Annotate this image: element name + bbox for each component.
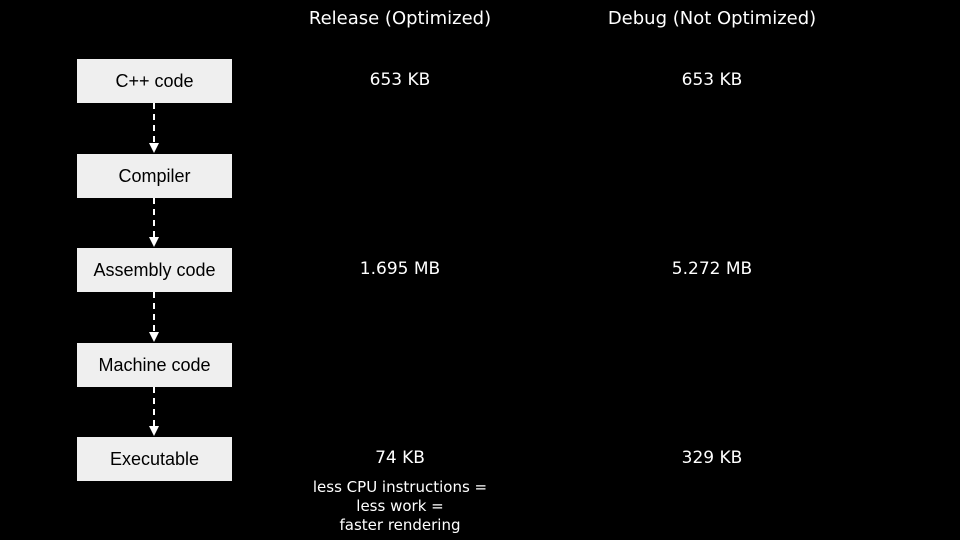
arrow-cpp-to-compiler [149, 103, 159, 153]
release-column-header: Release (Optimized) [308, 8, 492, 29]
debug-size-cpp-code: 653 KB [681, 70, 743, 90]
release-size-executable: 74 KB [375, 448, 425, 468]
stage-label: Executable [109, 448, 200, 469]
stage-compiler: Compiler [77, 154, 232, 198]
release-note: less CPU instructions = less work = fast… [280, 478, 520, 535]
note-line-1: less CPU instructions = [312, 478, 488, 496]
arrow-assembly-to-machine [149, 292, 159, 342]
release-size-assembly-code: 1.695 MB [359, 259, 441, 279]
note-line-3: faster rendering [339, 516, 461, 534]
release-size-cpp-code: 653 KB [369, 70, 431, 90]
debug-size-executable: 329 KB [681, 448, 743, 468]
stage-executable: Executable [77, 437, 232, 481]
debug-size-assembly-code: 5.272 MB [671, 259, 753, 279]
arrow-compiler-to-assembly [149, 198, 159, 247]
stage-label: Compiler [118, 165, 191, 186]
stage-cpp-code: C++ code [77, 59, 232, 103]
debug-column-header: Debug (Not Optimized) [607, 8, 817, 29]
stage-label: C++ code [115, 70, 194, 91]
stage-assembly-code: Assembly code [77, 248, 232, 292]
arrow-machine-to-executable [149, 387, 159, 436]
stage-label: Assembly code [93, 259, 216, 280]
stage-label: Machine code [98, 354, 211, 375]
note-line-2: less work = [356, 497, 444, 515]
stage-machine-code: Machine code [77, 343, 232, 387]
